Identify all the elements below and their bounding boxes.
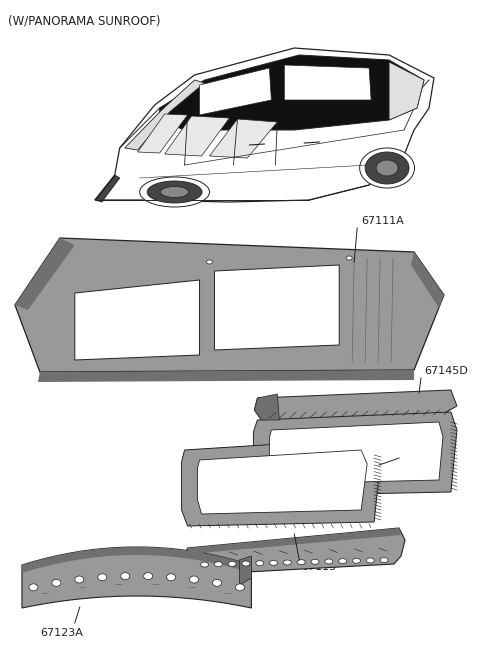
Polygon shape [15,238,75,310]
Ellipse shape [228,561,236,566]
Polygon shape [269,422,443,484]
Polygon shape [38,370,414,382]
Ellipse shape [215,562,222,567]
Ellipse shape [311,559,319,564]
Polygon shape [198,450,367,514]
Ellipse shape [325,559,333,564]
Ellipse shape [190,576,199,583]
Polygon shape [138,114,188,153]
Text: 67115: 67115 [301,562,336,572]
Ellipse shape [213,579,221,586]
Ellipse shape [346,256,352,260]
Ellipse shape [242,561,250,566]
Ellipse shape [270,560,277,565]
Polygon shape [95,48,434,202]
Polygon shape [215,265,339,350]
Ellipse shape [167,574,176,581]
Polygon shape [165,116,229,156]
Polygon shape [125,80,204,150]
Ellipse shape [360,148,415,188]
Ellipse shape [140,177,209,207]
Polygon shape [15,238,444,372]
Polygon shape [284,65,371,100]
Ellipse shape [352,558,360,563]
Text: (W/PANORAMA SUNROOF): (W/PANORAMA SUNROOF) [8,15,160,28]
Polygon shape [411,252,444,308]
Polygon shape [188,528,401,554]
Ellipse shape [380,558,388,562]
Polygon shape [254,390,457,420]
Polygon shape [160,55,424,130]
Polygon shape [185,528,405,575]
Text: 67117: 67117 [401,446,436,456]
Polygon shape [75,280,200,360]
Ellipse shape [283,560,291,565]
Polygon shape [253,412,457,496]
Ellipse shape [376,160,398,176]
Polygon shape [254,394,279,420]
Ellipse shape [147,181,202,203]
Ellipse shape [339,558,347,564]
Ellipse shape [75,576,84,583]
Polygon shape [209,119,277,158]
Ellipse shape [120,573,130,579]
Ellipse shape [366,558,374,563]
Polygon shape [389,62,424,120]
Ellipse shape [256,560,264,566]
Ellipse shape [144,573,153,579]
Polygon shape [96,175,120,202]
Ellipse shape [297,560,305,564]
Polygon shape [181,438,381,526]
Ellipse shape [161,187,189,198]
Ellipse shape [365,152,409,184]
Polygon shape [22,547,252,608]
Ellipse shape [98,574,107,581]
Ellipse shape [52,579,61,586]
Text: 67145D: 67145D [424,366,468,376]
Ellipse shape [206,260,213,264]
Polygon shape [240,556,252,585]
Text: 67111A: 67111A [361,216,404,226]
Polygon shape [22,547,252,573]
Text: 67123A: 67123A [40,628,83,638]
Ellipse shape [236,584,244,591]
Ellipse shape [29,584,38,591]
Ellipse shape [201,562,208,567]
Polygon shape [200,68,271,115]
